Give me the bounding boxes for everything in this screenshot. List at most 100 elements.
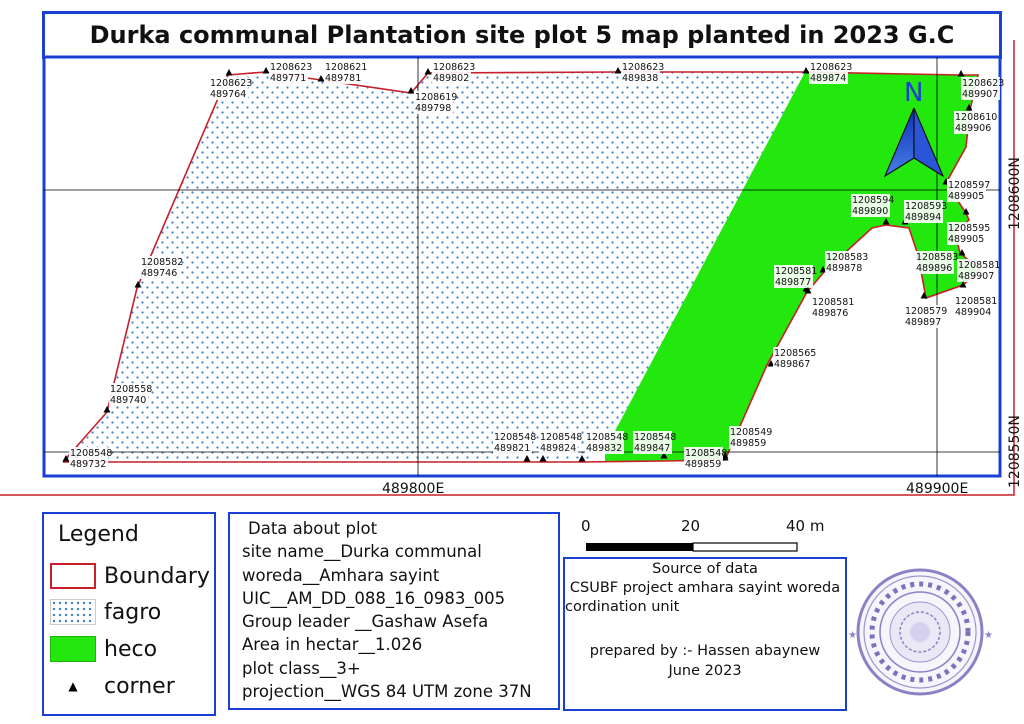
corner-northing: 1208565 [774, 348, 816, 359]
plot-data-title: Data about plot [248, 519, 378, 538]
corner-northing: 1208623 [433, 62, 475, 73]
corner-easting: 489771 [270, 73, 306, 84]
corner-easting: 489798 [415, 103, 451, 114]
corner-easting: 489838 [622, 73, 658, 84]
legend-label: heco [104, 636, 158, 662]
corner-northing: 1208597 [948, 180, 990, 191]
corner-northing: 1208623 [962, 78, 1004, 89]
legend-item-fagro: fagro [50, 598, 161, 626]
corner-marker-icon [959, 281, 967, 288]
corner-northing: 1208610 [955, 112, 997, 123]
corner-northing: 1208548 [685, 448, 727, 459]
legend-title: Legend [58, 522, 139, 547]
corner-marker-icon [802, 67, 810, 74]
plot-data-line: projection__WGS 84 UTM zone 37N [242, 682, 532, 702]
plot-data-line: Group leader __Gashaw Asefa [242, 612, 489, 632]
heco-swatch [50, 636, 96, 662]
prepared-date: June 2023 [668, 663, 742, 679]
map-title-box: Durka communal Plantation site plot 5 ma… [42, 11, 1002, 59]
corner-easting: 489905 [948, 191, 984, 202]
corner-northing: 1208619 [415, 92, 457, 103]
corner-marker-icon [225, 69, 233, 76]
corner-northing: 1208558 [110, 384, 152, 395]
corner-easting: 489874 [810, 73, 846, 84]
svg-text:★: ★ [984, 630, 993, 641]
corner-easting: 489878 [826, 263, 862, 274]
corner-marker-icon [882, 218, 890, 225]
corner-northing: 1208581 [958, 260, 1000, 271]
corner-easting: 489781 [325, 73, 361, 84]
corner-easting: 489859 [730, 438, 766, 449]
corner-northing: 1208548 [540, 432, 582, 443]
fagro-area [63, 72, 805, 462]
corner-easting: 489867 [774, 359, 810, 370]
grid-label-y: 1208600N [1007, 157, 1023, 230]
official-stamp: ★ ★ [848, 568, 993, 696]
corner-northing: 1208623 [622, 62, 664, 73]
corner-easting: 489907 [958, 271, 994, 282]
corner-northing: 1208549 [730, 427, 772, 438]
corner-marker-icon [965, 104, 973, 111]
corner-easting: 489904 [955, 307, 991, 318]
scale-label: 40 m [786, 517, 824, 535]
corner-northing: 1208594 [852, 195, 894, 206]
scale-label: 0 [581, 517, 591, 535]
corner-marker-icon [819, 266, 827, 273]
legend-label: fagro [104, 599, 162, 625]
map-title: Durka communal Plantation site plot 5 ma… [89, 21, 955, 49]
corner-marker-icon [962, 208, 970, 215]
north-label: N [904, 78, 923, 108]
corner-marker-icon [721, 452, 729, 459]
corner-marker-icon [957, 70, 965, 77]
svg-text:★: ★ [848, 630, 857, 641]
corner-easting: 489740 [110, 395, 146, 406]
corner-easting: 489824 [540, 443, 576, 454]
plot-data-line: woreda__Amhara sayint [242, 565, 440, 585]
corner-marker-icon [660, 452, 668, 459]
corner-easting: 489906 [955, 123, 991, 134]
corner-easting: 489802 [433, 73, 469, 84]
legend-label: corner [104, 673, 175, 699]
plot-data-panel: Data about plot site name__Durka communa… [228, 512, 560, 710]
corner-northing: 1208583 [916, 252, 958, 263]
corner-marker-icon [523, 455, 531, 462]
plot-data-line: Area in hectar__1.026 [242, 635, 423, 655]
corner-marker-icon [539, 455, 547, 462]
corner-easting: 489876 [812, 308, 848, 319]
source-panel: Source of data CSUBF project amhara sayi… [563, 557, 847, 711]
corner-easting: 489847 [634, 443, 670, 454]
source-title: Source of data [652, 561, 758, 577]
corner-northing: 1208582 [141, 257, 183, 268]
corner-easting: 489746 [141, 268, 177, 279]
corner-easting: 489859 [685, 459, 721, 470]
corner-easting: 489832 [586, 443, 622, 454]
legend-panel: Legend Boundary fagro heco ▲ corner [42, 512, 216, 716]
corner-northing: 1208581 [775, 266, 817, 277]
corner-marker-icon [578, 455, 586, 462]
corner-northing: 1208548 [634, 432, 676, 443]
